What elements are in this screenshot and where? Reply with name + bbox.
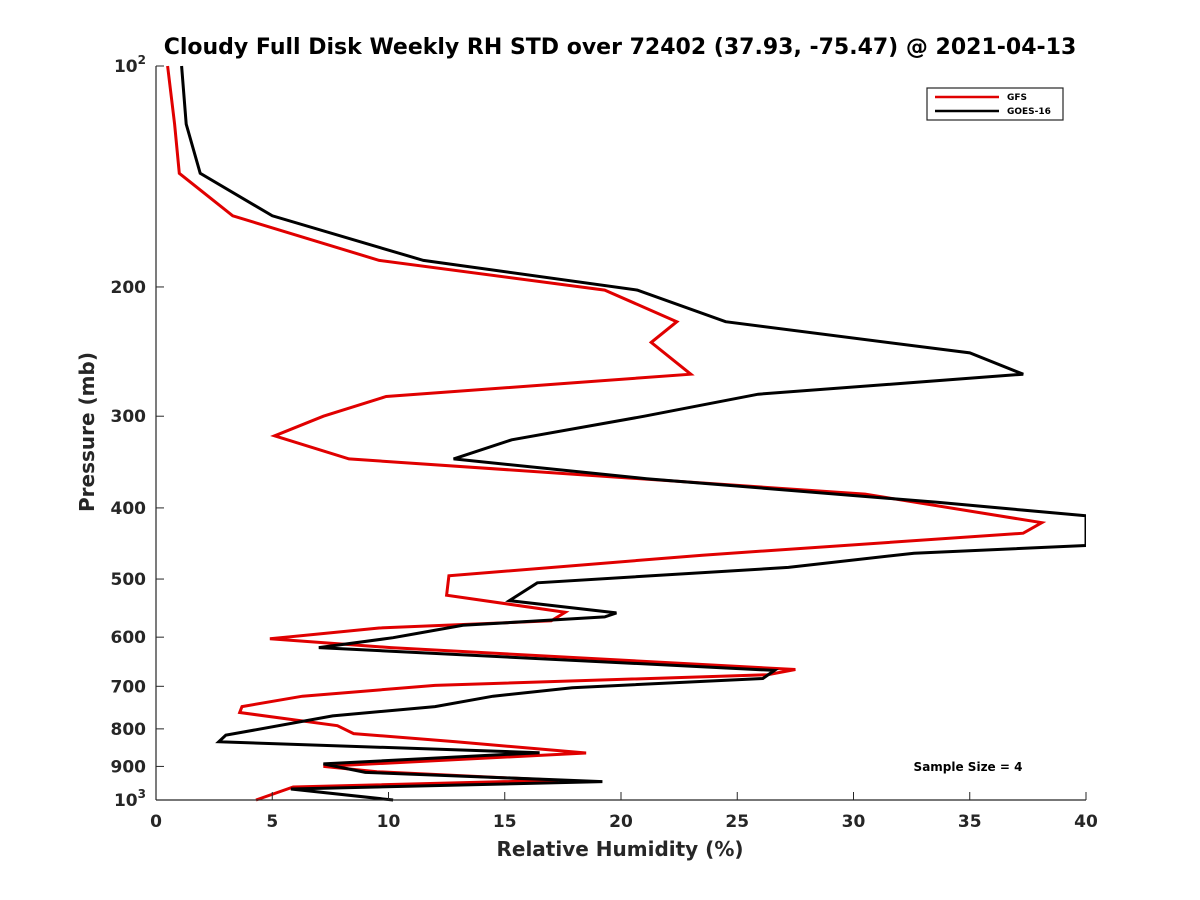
x-tick-label: 15 — [493, 812, 517, 832]
y-tick-label: 500 — [111, 570, 147, 590]
x-tick-label: 25 — [725, 812, 749, 832]
x-tick-label: 20 — [609, 812, 633, 832]
x-tick-label: 35 — [958, 812, 982, 832]
y-axis-label: Pressure (mb) — [75, 352, 99, 512]
sample-size-annotation: Sample Size = 4 — [914, 760, 1023, 774]
y-tick-label: 900 — [111, 757, 147, 777]
legend: GFS GOES-16 — [926, 87, 1064, 121]
legend-label: GFS — [1007, 93, 1027, 103]
y-tick-label: 800 — [111, 720, 147, 740]
y-tick-label: 102 — [114, 53, 146, 77]
x-tick-label: 10 — [377, 812, 401, 832]
legend-box — [926, 87, 1064, 121]
x-axis-label: Relative Humidity (%) — [496, 837, 743, 861]
y-tick-label: 103 — [114, 787, 146, 811]
x-tick-label: 5 — [266, 812, 278, 832]
plot-area: 0 5 10 15 20 25 30 35 40 102 200 300 400 500 600 700 800… — [111, 53, 1098, 832]
y-tick-label: 700 — [111, 677, 147, 697]
x-tick-label: 0 — [150, 812, 162, 832]
y-tick-label: 200 — [111, 278, 147, 298]
y-tick-label: 600 — [111, 628, 147, 648]
chart-title: Cloudy Full Disk Weekly RH STD over 7240… — [164, 35, 1077, 60]
y-tick-label: 400 — [111, 499, 147, 519]
series-line-goes-16 — [180, 65, 1086, 802]
legend-label: GOES-16 — [1007, 107, 1051, 117]
x-tick-label: 30 — [842, 812, 866, 832]
series-line-gfs — [166, 65, 1047, 802]
y-tick-label: 300 — [111, 407, 147, 427]
x-tick-label: 40 — [1074, 812, 1098, 832]
